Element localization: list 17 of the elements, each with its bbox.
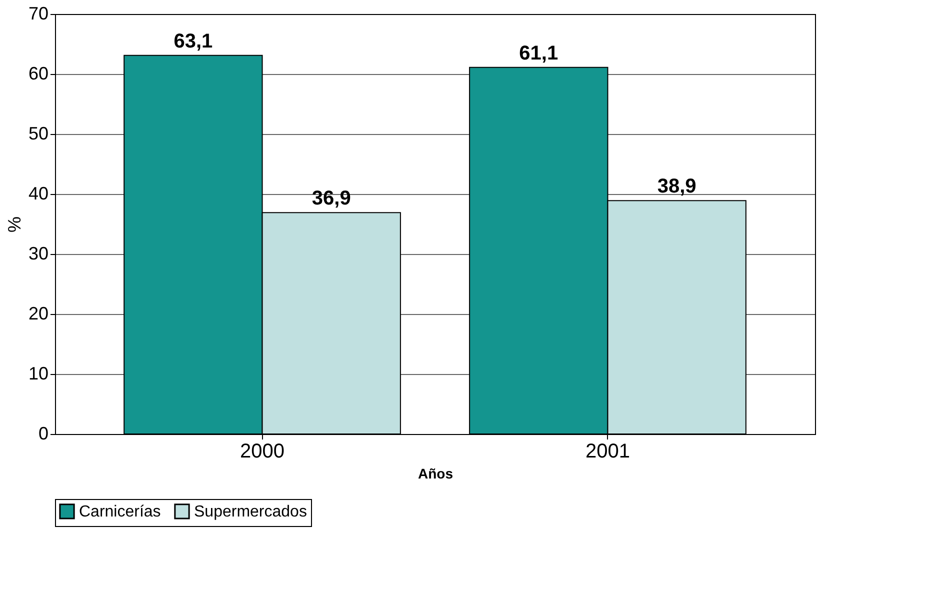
y-tick-label: 10 [28,364,48,384]
y-tick-label: 0 [38,424,48,444]
data-label: 38,9 [657,176,696,198]
data-label: 61,1 [519,42,558,64]
legend-label: Carnicerías [79,503,161,520]
y-tick-label: 40 [28,184,48,204]
y-tick-label: 60 [28,64,48,84]
x-axis-title: Años [418,466,454,482]
y-tick-label: 20 [28,304,48,324]
y-tick-label: 30 [28,244,48,264]
y-axis-title: % [4,216,24,233]
x-tick-label: 2000 [240,440,285,462]
y-tick-label: 70 [28,4,48,24]
legend-label: Supermercados [194,503,307,520]
y-tick-label: 50 [28,124,48,144]
data-label: 63,1 [174,30,213,52]
x-tick-label: 2001 [585,440,630,462]
